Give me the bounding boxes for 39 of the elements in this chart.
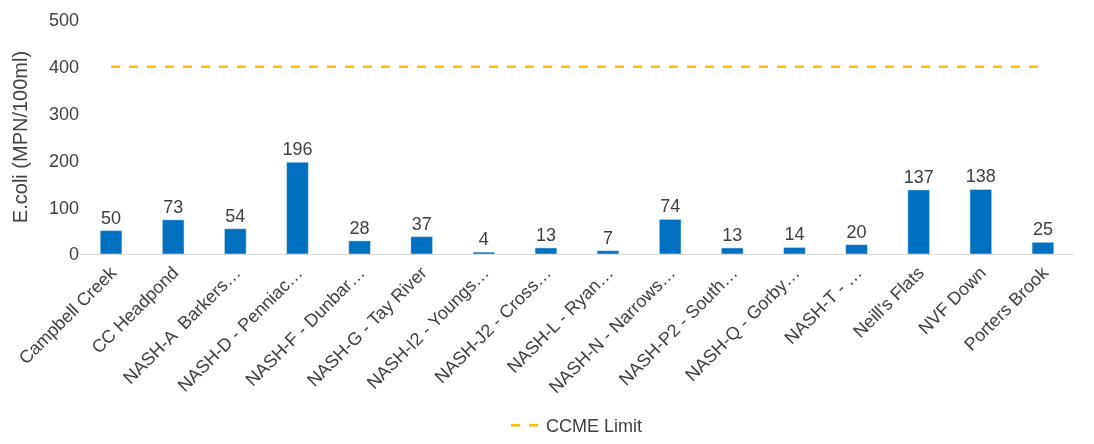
bar: [721, 247, 744, 254]
data-label: 13: [722, 224, 743, 245]
bar: [907, 189, 930, 254]
bar: [969, 189, 992, 254]
bar: [348, 240, 371, 254]
data-label: 13: [535, 224, 556, 245]
bar: [659, 219, 682, 254]
bar: [845, 244, 868, 254]
bar: [596, 250, 620, 254]
y-tick-label: 300: [48, 103, 79, 124]
data-label: 14: [784, 224, 805, 245]
bar: [410, 236, 433, 254]
bar: [1031, 242, 1055, 254]
bar: [99, 230, 123, 254]
data-label: 7: [603, 227, 614, 248]
bar: [286, 162, 309, 254]
legend-label: CCME Limit: [546, 416, 643, 437]
data-label: 4: [478, 229, 489, 250]
data-label: 54: [225, 205, 246, 226]
data-label: 28: [349, 217, 370, 238]
y-tick-label: 200: [48, 150, 79, 171]
data-label: 74: [660, 196, 681, 217]
data-label: 25: [1032, 219, 1053, 240]
y-tick-label: 0: [68, 244, 79, 265]
bar: [783, 247, 806, 254]
data-label: 138: [965, 166, 996, 187]
bar: [534, 247, 558, 254]
data-label: 196: [282, 139, 313, 160]
data-label: 20: [846, 221, 867, 242]
data-label: 137: [903, 166, 934, 187]
data-label: 37: [411, 213, 432, 234]
y-tick-label: 100: [48, 197, 79, 218]
y-axis-title: E.coli (MPN/100ml): [9, 50, 32, 224]
data-label: 50: [101, 207, 122, 228]
data-label: 73: [163, 196, 184, 217]
y-tick-label: 400: [48, 57, 79, 78]
bar: [162, 219, 185, 254]
bar: [224, 228, 247, 254]
y-tick-label: 500: [48, 10, 79, 31]
